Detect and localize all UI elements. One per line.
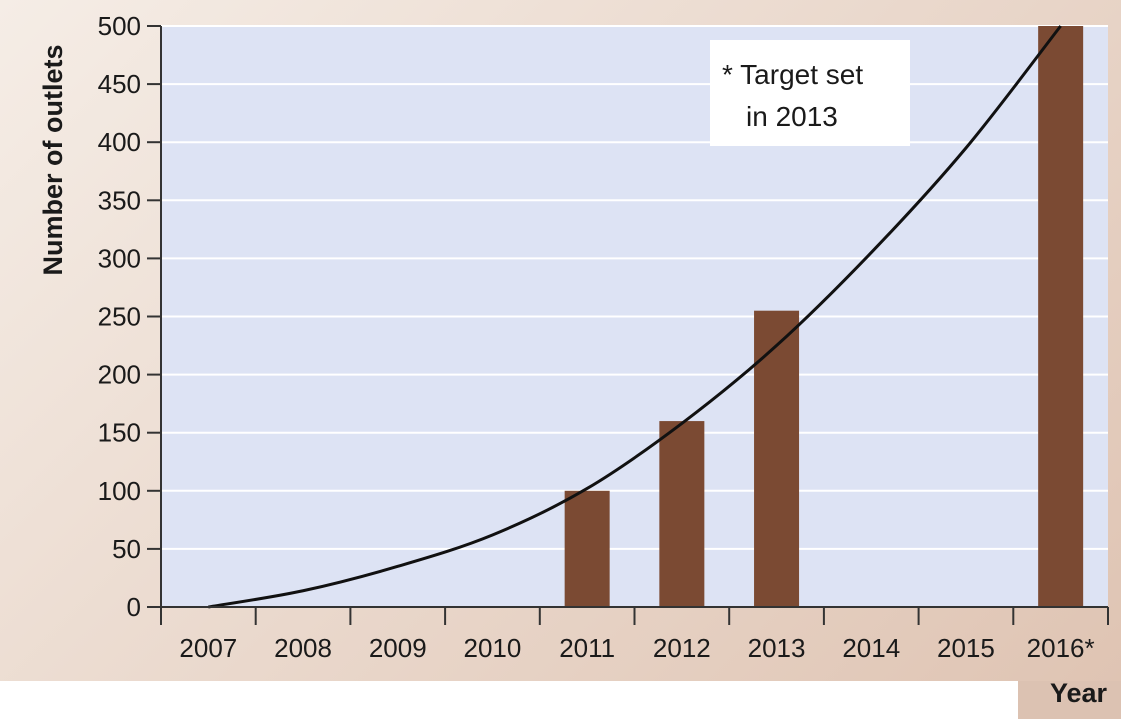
y-tick-label: 200 [98, 360, 141, 390]
x-tick-labels: 2007 2008 2009 2010 2011 2012 2013 2014 2015 2016… [179, 633, 1094, 663]
x-tick-label: 2008 [274, 633, 332, 663]
x-tick-label: 2011 [559, 633, 615, 663]
gridlines [161, 25, 1108, 550]
x-tick-label: 2012 [653, 633, 711, 663]
trend-line [208, 25, 1062, 609]
y-tick-label: 400 [98, 127, 141, 157]
y-tick-label: 50 [112, 534, 141, 564]
y-axis-title: Number of outlets [38, 44, 68, 275]
annotation-box [710, 40, 910, 146]
y-tick-labels: 0 50 100 150 200 250 300 350 400 450 500 [98, 11, 141, 622]
x-tick-label: 2015 [937, 633, 995, 663]
axes [147, 25, 1109, 625]
annotation: * Target set in 2013 [710, 40, 910, 146]
x-tick-label: 2010 [464, 633, 522, 663]
y-tick-label: 450 [98, 69, 141, 99]
x-tick-label: 2007 [179, 633, 237, 663]
x-tick-label: 2013 [748, 633, 806, 663]
bar-2012 [659, 421, 705, 607]
x-tick-label: 2014 [842, 633, 900, 663]
bars [564, 26, 1084, 607]
bar-2011 [564, 490, 610, 607]
y-tick-label: 350 [98, 185, 141, 215]
y-tick-label: 100 [98, 476, 141, 506]
y-tick-label: 300 [98, 243, 141, 273]
y-tick-label: 150 [98, 418, 141, 448]
bar-2013 [754, 310, 800, 607]
annotation-line-1: * Target set [722, 59, 863, 90]
y-tick-label: 500 [98, 11, 141, 41]
y-tick-label: 0 [127, 592, 141, 622]
bar-2016 [1038, 26, 1084, 607]
x-axis-title-box [1018, 681, 1121, 719]
x-tick-label: 2016* [1027, 633, 1095, 663]
x-tick-label: 2009 [369, 633, 427, 663]
annotation-line-2: in 2013 [746, 101, 838, 132]
x-axis-title: Year [1050, 678, 1108, 708]
y-tick-label: 250 [98, 302, 141, 332]
